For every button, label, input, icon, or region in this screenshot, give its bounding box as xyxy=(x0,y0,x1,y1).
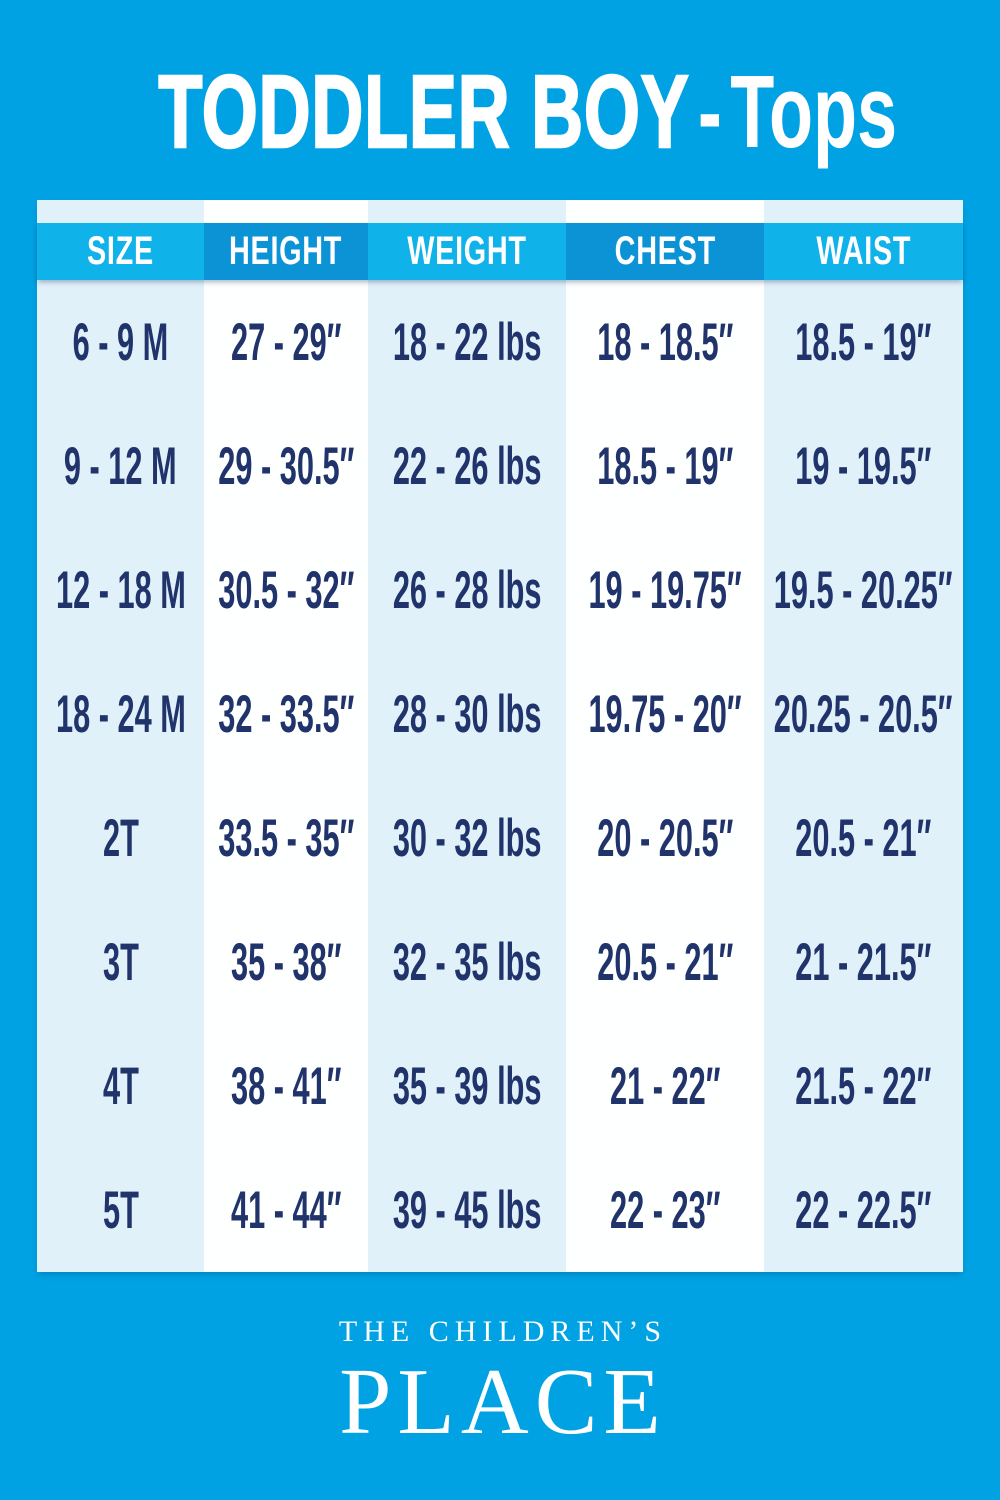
column-header-height: HEIGHT xyxy=(204,223,368,280)
cell-weight: 26 - 28 lbs xyxy=(368,528,566,652)
brand-name-line1-text: THE CHILDREN’S xyxy=(338,1315,668,1348)
cell-chest: 22 - 23″ xyxy=(566,1148,764,1272)
column-header-size-label: SIZE xyxy=(87,229,154,273)
cell-weight: 39 - 45 lbs xyxy=(368,1148,566,1272)
cell-size: 2T xyxy=(37,776,204,900)
cell-waist: 20.5 - 21″ xyxy=(764,776,963,900)
cell-waist: 21 - 21.5″ xyxy=(764,900,963,1024)
column-header-weight-label: WEIGHT xyxy=(407,229,527,273)
brand-logo: THE CHILDREN’S PLACE xyxy=(0,1315,1000,1454)
strip-cell-weight xyxy=(368,200,566,223)
size-chart-table: SIZE HEIGHT WEIGHT CHEST WAIST 6 - 9 M 2… xyxy=(37,200,963,1272)
column-header-chest: CHEST xyxy=(566,223,764,280)
title-category: Tops xyxy=(730,54,898,169)
cell-chest: 21 - 22″ xyxy=(566,1024,764,1148)
cell-waist: 19.5 - 20.25″ xyxy=(764,528,963,652)
cell-weight: 28 - 30 lbs xyxy=(368,652,566,776)
cell-waist: 20.25 - 20.5″ xyxy=(764,652,963,776)
table-header-row: SIZE HEIGHT WEIGHT CHEST WAIST xyxy=(37,223,963,280)
cell-size: 3T xyxy=(37,900,204,1024)
table-row: 2T 33.5 - 35″ 30 - 32 lbs 20 - 20.5″ 20.… xyxy=(37,776,963,900)
table-row: 3T 35 - 38″ 32 - 35 lbs 20.5 - 21″ 21 - … xyxy=(37,900,963,1024)
table-row: 5T 41 - 44″ 39 - 45 lbs 22 - 23″ 22 - 22… xyxy=(37,1148,963,1272)
brand-name-line1: THE CHILDREN’S xyxy=(0,1315,1000,1349)
column-header-waist-label: WAIST xyxy=(816,229,911,273)
cell-chest: 18 - 18.5″ xyxy=(566,280,764,404)
cell-height: 33.5 - 35″ xyxy=(204,776,368,900)
cell-chest: 18.5 - 19″ xyxy=(566,404,764,528)
cell-chest: 20 - 20.5″ xyxy=(566,776,764,900)
table-row: 4T 38 - 41″ 35 - 39 lbs 21 - 22″ 21.5 - … xyxy=(37,1024,963,1148)
column-header-weight: WEIGHT xyxy=(368,223,566,280)
strip-cell-waist xyxy=(764,200,963,223)
cell-height: 35 - 38″ xyxy=(204,900,368,1024)
cell-height: 38 - 41″ xyxy=(204,1024,368,1148)
page-title-text: TODDLER BOY-Tops xyxy=(157,56,897,167)
cell-size: 4T xyxy=(37,1024,204,1148)
cell-size: 9 - 12 M xyxy=(37,404,204,528)
column-header-height-label: HEIGHT xyxy=(229,229,343,273)
cell-size: 12 - 18 M xyxy=(37,528,204,652)
title-main: TODDLER BOY xyxy=(157,54,690,169)
cell-waist: 18.5 - 19″ xyxy=(764,280,963,404)
cell-weight: 22 - 26 lbs xyxy=(368,404,566,528)
cell-height: 32 - 33.5″ xyxy=(204,652,368,776)
brand-name-line2: PLACE xyxy=(0,1350,1000,1454)
cell-chest: 19.75 - 20″ xyxy=(566,652,764,776)
page-title: TODDLER BOY-Tops xyxy=(0,56,1000,167)
strip-cell-height xyxy=(204,200,368,223)
brand-name-line2-text: PLACE xyxy=(339,1350,667,1454)
column-header-waist: WAIST xyxy=(764,223,963,280)
cell-size: 6 - 9 M xyxy=(37,280,204,404)
table-row: 6 - 9 M 27 - 29″ 18 - 22 lbs 18 - 18.5″ … xyxy=(37,280,963,404)
table-row: 9 - 12 M 29 - 30.5″ 22 - 26 lbs 18.5 - 1… xyxy=(37,404,963,528)
cell-height: 29 - 30.5″ xyxy=(204,404,368,528)
strip-cell-chest xyxy=(566,200,764,223)
cell-weight: 35 - 39 lbs xyxy=(368,1024,566,1148)
cell-weight: 32 - 35 lbs xyxy=(368,900,566,1024)
cell-weight: 18 - 22 lbs xyxy=(368,280,566,404)
table-body: 6 - 9 M 27 - 29″ 18 - 22 lbs 18 - 18.5″ … xyxy=(37,280,963,1272)
cell-size: 18 - 24 M xyxy=(37,652,204,776)
title-separator: - xyxy=(697,54,722,169)
cell-height: 27 - 29″ xyxy=(204,280,368,404)
cell-height: 30.5 - 32″ xyxy=(204,528,368,652)
table-top-strip xyxy=(37,200,963,223)
cell-waist: 19 - 19.5″ xyxy=(764,404,963,528)
cell-waist: 21.5 - 22″ xyxy=(764,1024,963,1148)
cell-chest: 20.5 - 21″ xyxy=(566,900,764,1024)
cell-size: 5T xyxy=(37,1148,204,1272)
cell-height: 41 - 44″ xyxy=(204,1148,368,1272)
strip-cell-size xyxy=(37,200,204,223)
column-header-size: SIZE xyxy=(37,223,204,280)
cell-chest: 19 - 19.75″ xyxy=(566,528,764,652)
cell-waist: 22 - 22.5″ xyxy=(764,1148,963,1272)
cell-weight: 30 - 32 lbs xyxy=(368,776,566,900)
column-header-chest-label: CHEST xyxy=(614,229,716,273)
table-row: 12 - 18 M 30.5 - 32″ 26 - 28 lbs 19 - 19… xyxy=(37,528,963,652)
table-row: 18 - 24 M 32 - 33.5″ 28 - 30 lbs 19.75 -… xyxy=(37,652,963,776)
